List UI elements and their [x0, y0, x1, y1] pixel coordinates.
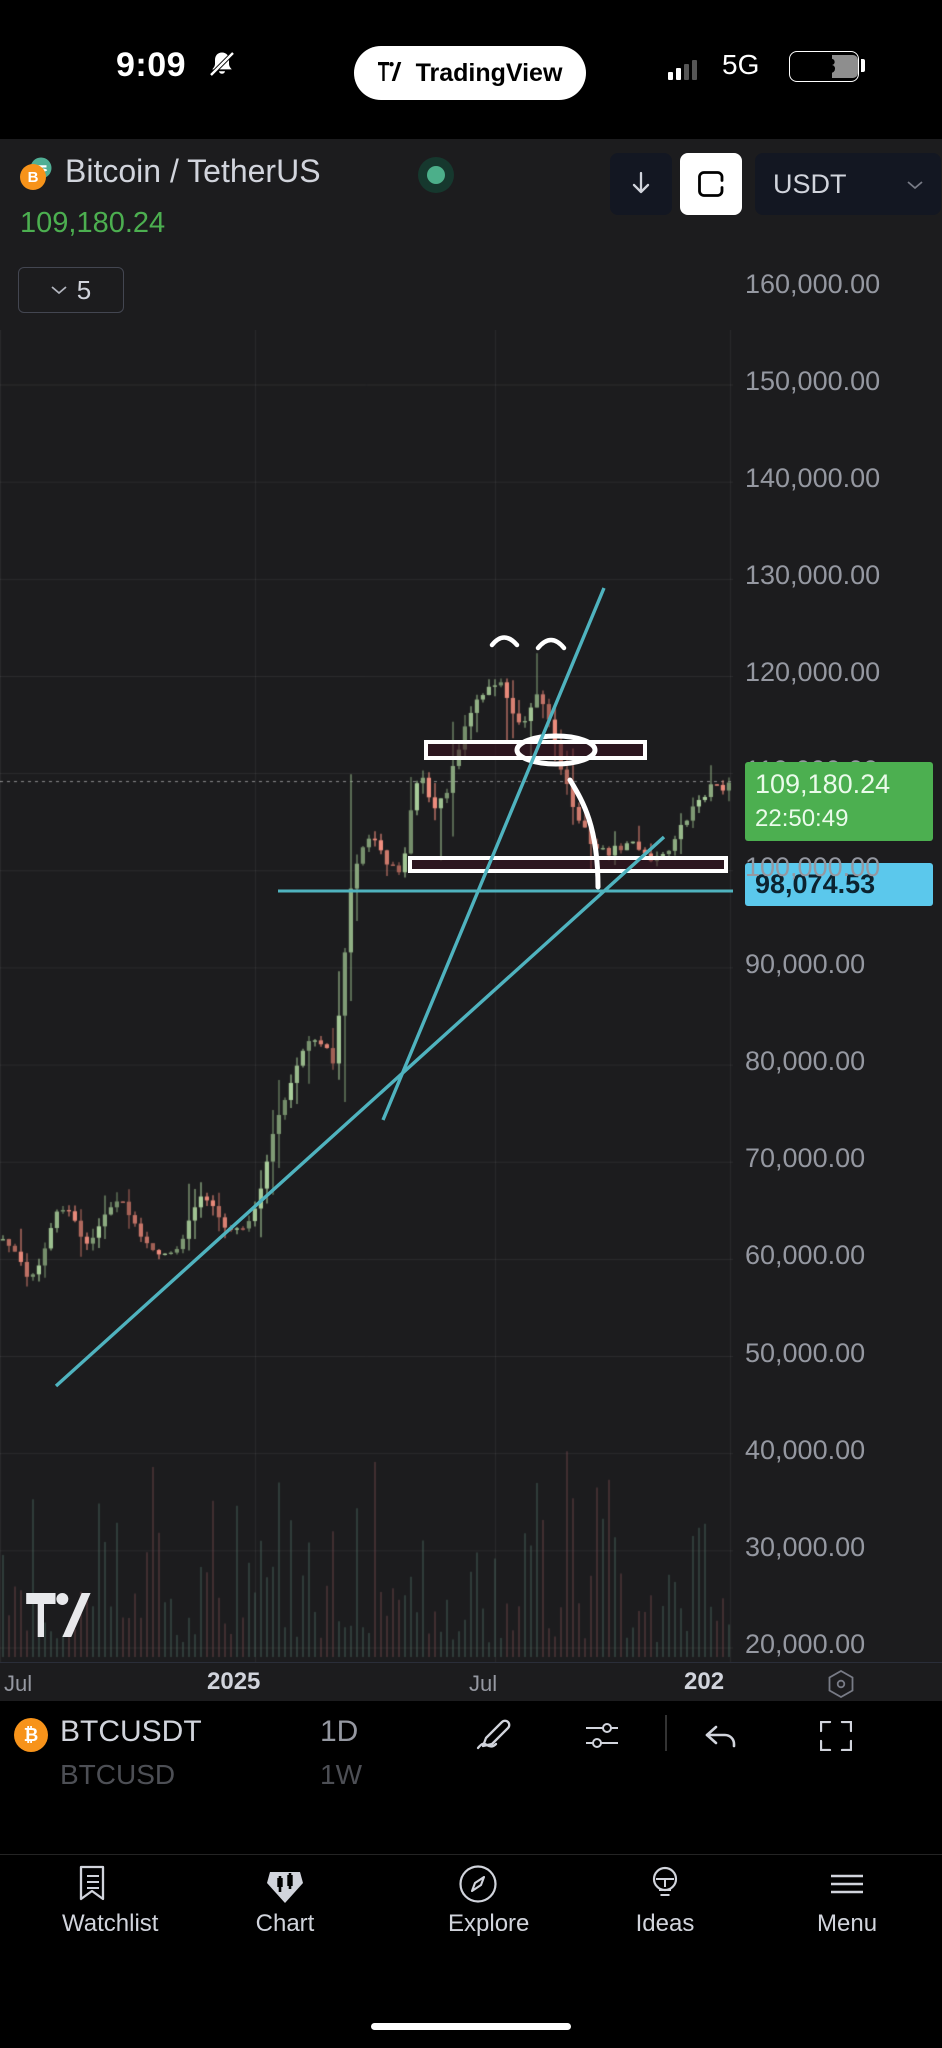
svg-text:B: B — [28, 169, 39, 186]
